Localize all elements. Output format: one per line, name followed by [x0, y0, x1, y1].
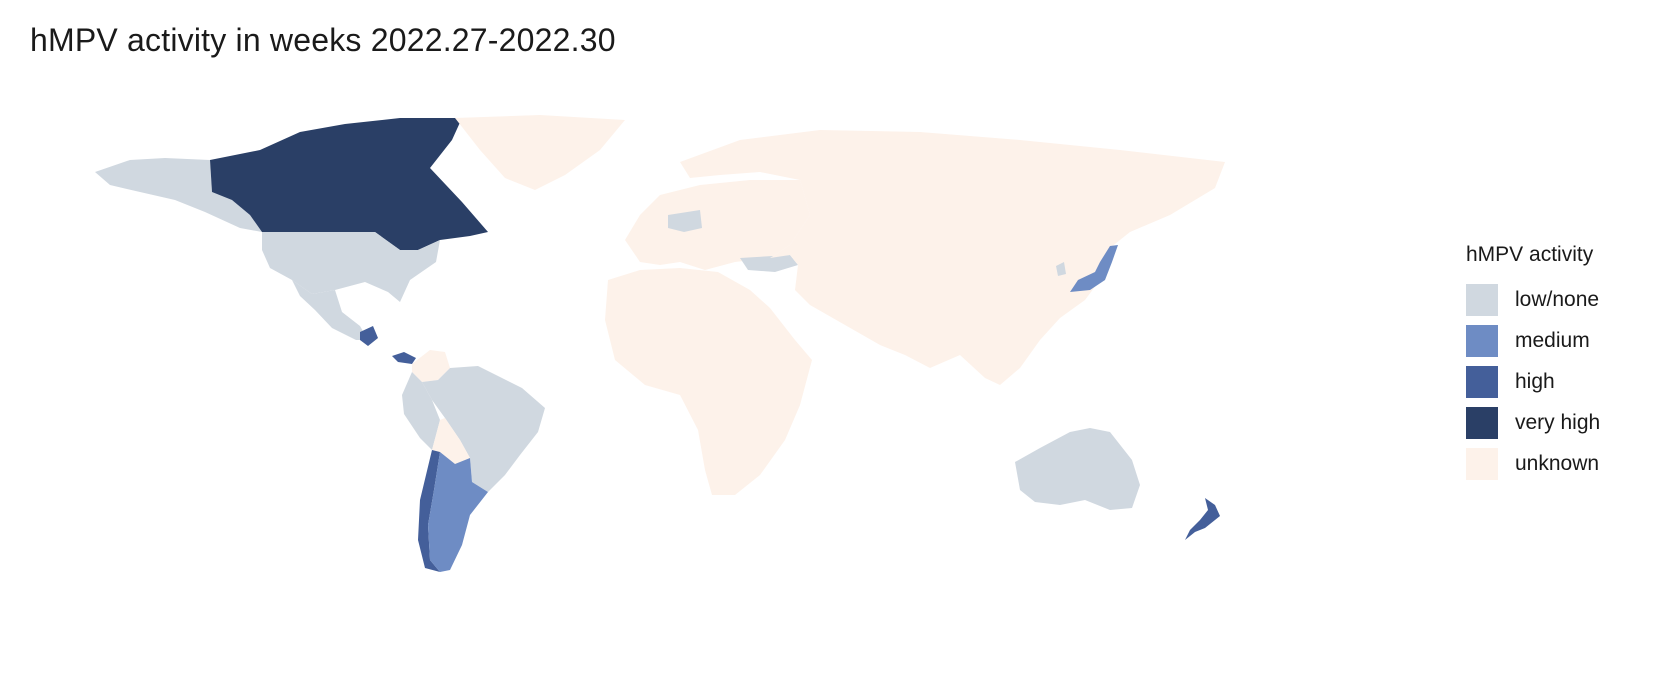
region-guatemala — [360, 326, 378, 346]
legend-item-very-high: very high — [1466, 402, 1600, 443]
region-brazil — [422, 366, 545, 492]
region-argentina — [428, 452, 488, 572]
legend-item-high: high — [1466, 361, 1600, 402]
region-turkey — [740, 255, 798, 272]
region-central-europe — [668, 210, 702, 232]
legend-swatch-high — [1466, 365, 1498, 398]
map-regions — [95, 115, 1225, 572]
legend: hMPV activity low/none medium high very … — [1466, 243, 1600, 484]
region-bolivia — [432, 418, 470, 464]
legend-swatch-low-none — [1466, 283, 1498, 316]
map-title: hMPV activity in weeks 2022.27-2022.30 — [30, 22, 616, 58]
region-chile — [418, 450, 440, 572]
region-new-zealand — [1185, 498, 1220, 540]
legend-label-high: high — [1515, 369, 1555, 393]
region-europe — [625, 180, 810, 270]
legend-label-very-high: very high — [1515, 410, 1601, 434]
region-greenland — [455, 115, 625, 190]
region-korea — [1056, 262, 1066, 276]
legend-item-medium: medium — [1466, 320, 1600, 361]
region-australia — [1015, 428, 1140, 510]
region-north-america-west — [95, 158, 262, 232]
region-panama — [392, 352, 416, 364]
legend-swatch-very-high — [1466, 406, 1498, 439]
legend-label-low-none: low/none — [1515, 287, 1600, 311]
legend-title: hMPV activity — [1466, 243, 1594, 266]
region-japan — [1070, 245, 1118, 292]
legend-label-medium: medium — [1515, 328, 1590, 352]
region-africa — [605, 268, 812, 495]
legend-item-unknown: unknown — [1466, 443, 1600, 484]
region-united-states — [262, 232, 440, 302]
region-mexico — [292, 280, 368, 340]
legend-swatch-medium — [1466, 324, 1498, 357]
legend-swatch-unknown — [1466, 447, 1498, 480]
region-peru — [402, 372, 440, 450]
region-canada — [210, 118, 488, 250]
region-colombia — [412, 350, 450, 382]
legend-label-unknown: unknown — [1515, 451, 1600, 475]
region-asia — [680, 130, 1225, 385]
legend-item-low-none: low/none — [1466, 279, 1600, 320]
